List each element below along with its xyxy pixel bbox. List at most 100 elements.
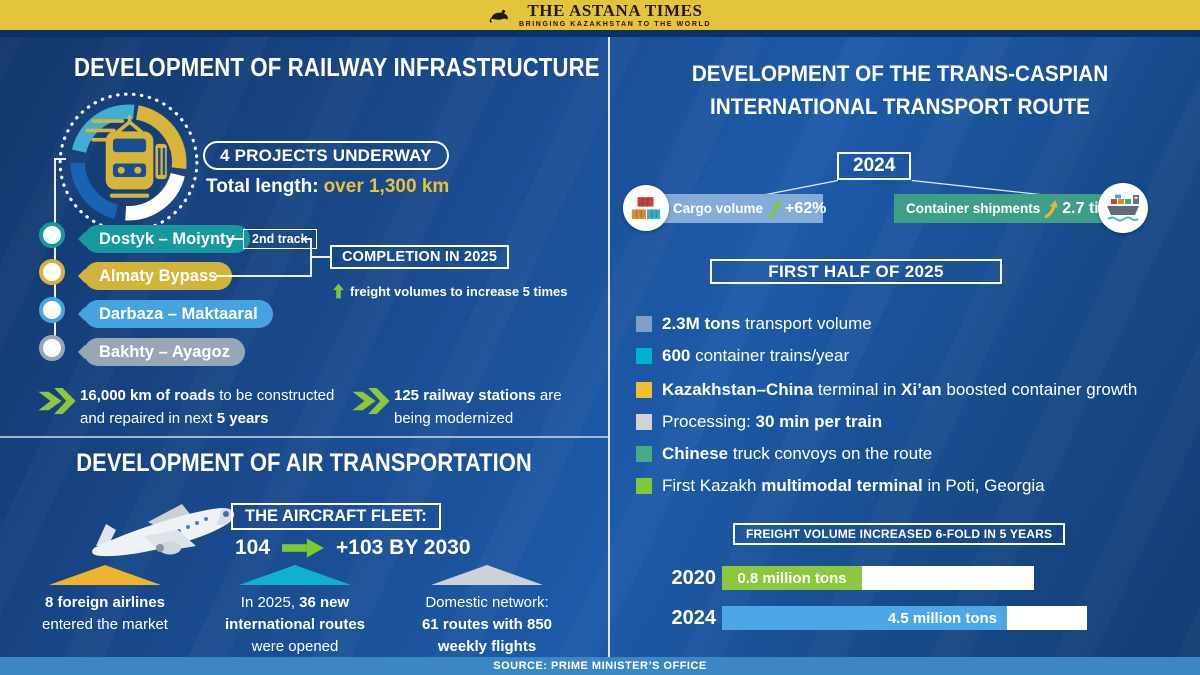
- chart-year-2024: 2024: [671, 607, 717, 629]
- project-pill-bakhty-ayagoz: Bakhty – Ayagoz: [84, 338, 245, 366]
- chart-year-2020: 2020: [671, 567, 717, 589]
- chevron-arrow-icon: [352, 388, 390, 414]
- stations-fact: 125 railway stations are being modernize…: [394, 387, 562, 428]
- project-node: [39, 297, 65, 323]
- bar-fill-2024: 4.5 million tons: [722, 606, 1007, 630]
- bullet-truck-convoys: Chinese truck convoys on the route: [636, 444, 932, 464]
- cargo-volume-bar: Cargo volume +62%: [645, 194, 827, 223]
- cargo-volume-circle: [623, 185, 669, 231]
- total-length-label: Total length:: [206, 176, 319, 197]
- rail-connector-vertical: [54, 158, 56, 354]
- banner-bar: THE ASTANA TIMES BRINGING KAZAKHSTAN TO …: [0, 0, 1200, 30]
- completion-note: freight volumes to increase 5 times: [333, 283, 567, 299]
- project-node: [39, 335, 65, 361]
- bullet-container-trains: 600 container trains/year: [636, 346, 849, 366]
- project-pill-darbaza-maktaaral: Darbaza – Maktaaral: [84, 300, 273, 328]
- freight-volume-box: FREIGHT VOLUME INCREASED 6-FOLD IN 5 YEA…: [733, 523, 1066, 545]
- bullet-square: [636, 316, 652, 332]
- bullet-transport-volume: 2.3M tons transport volume: [636, 314, 872, 334]
- bullet-square: [636, 478, 652, 494]
- chevron-arrow-icon: [38, 388, 76, 414]
- up-arrow-icon: [333, 283, 344, 299]
- bullet-square: [636, 446, 652, 462]
- bar-remainder: [1007, 606, 1087, 630]
- bullet-text: 2.3M tons transport volume: [662, 314, 872, 333]
- growth-arrow-icon: [1044, 199, 1058, 218]
- bar-fill-2020: 0.8 million tons: [722, 566, 862, 590]
- cargo-volume-value: +62%: [785, 199, 827, 217]
- containers-icon: [631, 196, 661, 219]
- air-stat-caption: Domestic network: 61 routes with 850 wee…: [421, 594, 553, 655]
- cargo-ship-icon: [1107, 194, 1139, 222]
- bracket-line: [216, 275, 310, 277]
- railway-section-title: DEVELOPMENT OF RAILWAY INFRASTRUCTURE: [74, 52, 600, 82]
- container-shipments-bar: Container shipments 2.7 times: [894, 194, 1131, 223]
- bracket-line: [310, 238, 312, 277]
- airplane-icon: [92, 504, 235, 557]
- train-badge-icon: [58, 92, 199, 233]
- stat-triangle: [431, 565, 543, 585]
- bullet-text: 600 container trains/year: [662, 346, 850, 365]
- air-stat-caption: 8 foreign airlines entered the market: [42, 594, 168, 633]
- air-stat-international-routes: In 2025, 36 new international routes wer…: [207, 565, 383, 657]
- first-half-2025-box: FIRST HALF OF 2025: [710, 259, 1002, 284]
- project-pill-almaty-bypass: Almaty Bypass: [84, 262, 233, 290]
- air-stat-foreign-airlines: 8 foreign airlines entered the market: [17, 565, 193, 636]
- container-shipments-circle: [1098, 183, 1148, 233]
- bullet-text: First Kazakh multimodal terminal in Poti…: [662, 476, 1045, 495]
- chart-bar-2020: 0.8 million tons: [722, 566, 1034, 590]
- bar-remainder: [862, 566, 1034, 590]
- banner-title: THE ASTANA TIMES: [527, 1, 703, 20]
- fleet-row: 104 +103 BY 2030: [235, 536, 471, 560]
- chart-bar-2024: 4.5 million tons: [722, 606, 1087, 630]
- air-stat-domestic-network: Domestic network: 61 routes with 850 wee…: [399, 565, 575, 657]
- tc-title-line1: DEVELOPMENT OF THE TRANS-CASPIAN: [691, 61, 1109, 86]
- bullet-poti-terminal: First Kazakh multimodal terminal in Poti…: [636, 476, 1045, 496]
- right-arrow-icon: [282, 538, 325, 558]
- bracket-line: [311, 256, 330, 258]
- fleet-current: 104: [235, 536, 271, 559]
- total-length-value: over 1,300 km: [323, 176, 450, 197]
- leopard-logo-icon: [489, 9, 508, 23]
- source-text: SOURCE: PRIME MINISTER’S OFFICE: [493, 660, 707, 672]
- banner-text: THE ASTANA TIMES BRINGING KAZAKHSTAN TO …: [519, 2, 711, 28]
- bracket-line: [228, 238, 243, 240]
- air-stat-caption: In 2025, 36 new international routes wer…: [224, 594, 366, 655]
- second-track-tag: 2nd track: [243, 229, 317, 249]
- bullet-text: Chinese truck convoys on the route: [662, 444, 933, 463]
- vertical-divider: [608, 37, 610, 657]
- horizontal-divider: [0, 436, 608, 438]
- project-node: [39, 222, 65, 248]
- completion-box: COMPLETION IN 2025: [330, 245, 510, 269]
- source-bar: SOURCE: PRIME MINISTER’S OFFICE: [0, 657, 1200, 675]
- growth-arrow-icon: [767, 199, 781, 218]
- total-length: Total length: over 1,300 km: [206, 176, 449, 198]
- bullet-square: [636, 348, 652, 364]
- project-node: [39, 259, 65, 285]
- transcaspian-section-title: DEVELOPMENT OF THE TRANS-CASPIAN INTERNA…: [638, 58, 1162, 123]
- banner-shadow-strip: [0, 30, 1200, 37]
- roads-fact: 16,000 km of roads to be constructed and…: [80, 387, 335, 428]
- fleet-future: +103 BY 2030: [336, 536, 471, 559]
- projects-underway-badge: 4 PROJECTS UNDERWAY: [203, 141, 449, 170]
- air-section-title: DEVELOPMENT OF AIR TRANSPORTATION: [76, 449, 532, 477]
- banner-tagline: BRINGING KAZAKHSTAN TO THE WORLD: [518, 21, 712, 28]
- fleet-box: THE AIRCRAFT FLEET:: [231, 503, 441, 530]
- year-box: 2024: [837, 152, 912, 180]
- bullet-processing-time: Processing: 30 min per train: [636, 412, 882, 432]
- year-connector-lines: [765, 180, 1041, 195]
- bullet-square: [636, 414, 652, 430]
- rail-connector-corner: [54, 158, 66, 160]
- tc-title-line2: INTERNATIONAL TRANSPORT ROUTE: [710, 93, 1090, 119]
- bullet-text: Processing: 30 min per train: [662, 412, 883, 431]
- bullet-square: [636, 382, 652, 398]
- bullet-text: Kazakhstan–China terminal in Xi’an boost…: [662, 380, 1138, 399]
- bracket-line: [301, 238, 311, 240]
- bullet-xian-terminal: Kazakhstan–China terminal in Xi’an boost…: [636, 380, 1137, 400]
- cargo-volume-label: Cargo volume: [673, 201, 764, 216]
- completion-note-text: freight volumes to increase 5 times: [350, 283, 568, 299]
- container-shipments-label: Container shipments: [906, 201, 1041, 216]
- stat-triangle: [49, 565, 161, 585]
- stat-triangle: [239, 565, 351, 585]
